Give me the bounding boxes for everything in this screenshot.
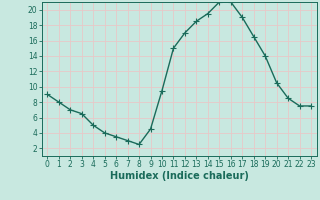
X-axis label: Humidex (Indice chaleur): Humidex (Indice chaleur) xyxy=(110,171,249,181)
